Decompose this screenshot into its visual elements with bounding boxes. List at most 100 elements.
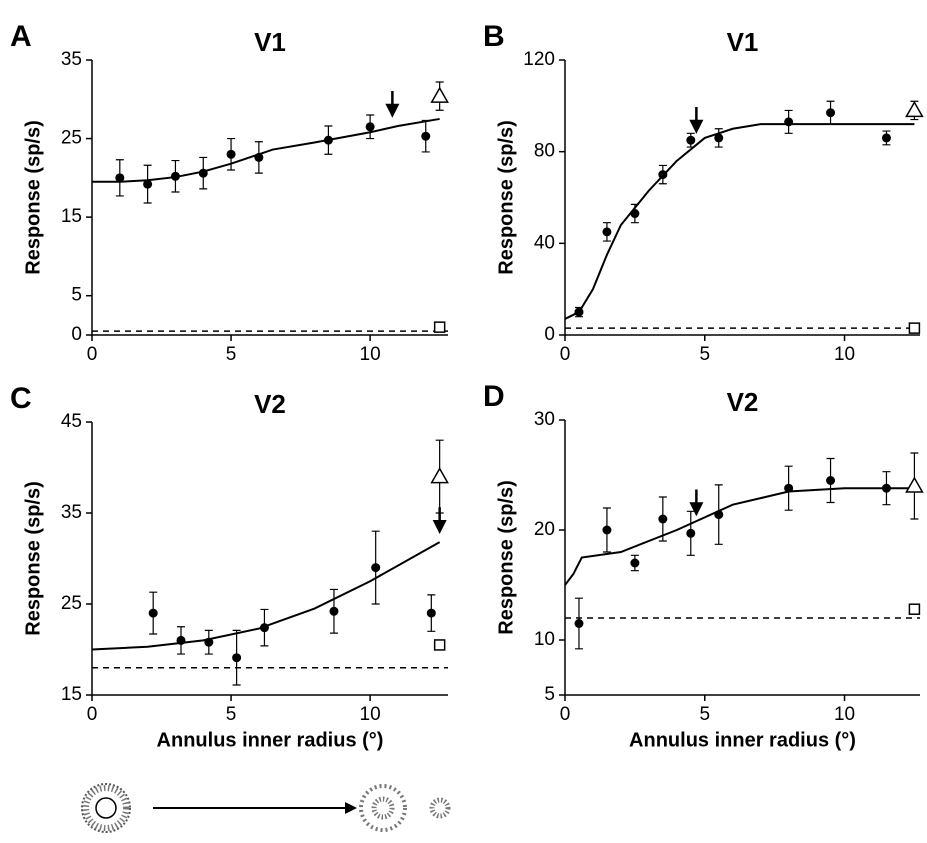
chart-title: V2 [727, 387, 759, 417]
data-point [686, 528, 696, 538]
data-point [686, 135, 696, 145]
chart-title: V1 [254, 27, 286, 57]
data-point [365, 122, 375, 132]
y-tick-label: 5 [71, 285, 82, 306]
data-point [658, 170, 668, 180]
data-point [826, 476, 836, 485]
data-point [714, 133, 724, 143]
data-point [226, 149, 236, 159]
data-point [204, 637, 214, 647]
y-axis-label: Response (sp/s) [495, 120, 517, 274]
data-point [198, 168, 208, 178]
data-point [148, 608, 158, 618]
y-tick-label: 0 [71, 324, 82, 345]
data-point [421, 131, 431, 141]
control-point [905, 100, 924, 118]
fit-curve [564, 123, 915, 320]
x-tick-label: 5 [699, 344, 710, 365]
y-tick-label: 15 [61, 206, 82, 227]
data-point [602, 525, 612, 535]
y-tick-label: 35 [61, 502, 82, 523]
data-point [115, 173, 125, 183]
y-tick-label: 25 [61, 128, 82, 149]
data-point [574, 619, 584, 628]
data-point [881, 483, 891, 493]
data-point [574, 307, 584, 317]
arrow [689, 107, 704, 134]
control-point [905, 476, 924, 493]
arrow [689, 489, 704, 517]
data-point [170, 171, 180, 181]
data-point [232, 653, 242, 663]
panel: B V1 Response (sp/s) 0 40 80 120 0 5 10 [483, 20, 924, 365]
data-point [329, 606, 339, 616]
x-tick-label: 10 [360, 704, 381, 725]
x-tick-label: 0 [87, 704, 98, 725]
y-tick-label: 80 [534, 141, 555, 162]
panel-letter: C [10, 382, 32, 415]
fit-curve [92, 117, 440, 183]
y-tick-label: 15 [61, 684, 82, 705]
data-point [371, 563, 381, 573]
y-tick-label: 40 [534, 232, 555, 253]
x-tick-label: 0 [560, 344, 571, 365]
y-tick-label: 35 [61, 49, 82, 70]
data-point [426, 608, 436, 618]
square-point [908, 322, 921, 334]
x-tick-label: 5 [699, 704, 710, 725]
square-point [908, 603, 921, 615]
y-axis-label: Response (sp/s) [22, 120, 44, 274]
y-tick-label: 20 [534, 519, 555, 540]
data-point [259, 623, 269, 633]
data-point [630, 209, 640, 219]
x-axis-label: Annulus inner radius (°) [157, 729, 384, 751]
square-point [433, 321, 446, 333]
panel-letter: B [483, 20, 505, 53]
y-tick-label: 30 [534, 409, 555, 430]
data-point [176, 635, 186, 645]
x-tick-label: 10 [360, 344, 381, 365]
data-point [784, 483, 794, 493]
y-tick-label: 0 [544, 324, 555, 345]
data-point [784, 117, 794, 127]
y-axis-label: Response (sp/s) [495, 480, 517, 634]
data-point [143, 179, 153, 189]
panel-letter: D [483, 380, 505, 413]
data-point [658, 514, 668, 524]
panel: D V2 Response (sp/s) Annulus inner radius (… [483, 380, 924, 751]
x-tick-label: 5 [226, 704, 237, 725]
data-point [630, 558, 640, 568]
y-tick-label: 120 [523, 49, 555, 70]
arrow [385, 91, 400, 118]
fit-curve [564, 487, 915, 586]
x-tick-label: 10 [834, 704, 855, 725]
y-axis-label: Response (sp/s) [22, 481, 44, 635]
panel-letter: A [10, 20, 32, 53]
data-point [881, 133, 891, 143]
data-point [602, 227, 612, 237]
control-point [430, 86, 449, 103]
x-axis-label: Annulus inner radius (°) [629, 729, 856, 751]
data-point [826, 108, 836, 118]
control-point [430, 467, 449, 484]
x-tick-label: 0 [87, 344, 98, 365]
x-tick-label: 10 [834, 344, 855, 365]
arrow [432, 507, 447, 534]
y-tick-label: 5 [544, 684, 555, 705]
panel: C V2 Response (sp/s) Annulus inner radius (… [10, 382, 449, 751]
square-point [433, 639, 446, 651]
y-tick-label: 25 [61, 593, 82, 614]
panel: A V1 Response (sp/s) 0 5 15 25 35 0 5 10 [10, 20, 449, 365]
stimulus-icons [81, 783, 451, 833]
chart-title: V2 [254, 389, 286, 419]
y-tick-label: 10 [534, 629, 555, 650]
data-point [254, 152, 264, 162]
chart-title: V1 [727, 27, 759, 57]
x-tick-label: 0 [560, 704, 571, 725]
data-point [323, 135, 333, 145]
y-tick-label: 45 [61, 411, 82, 432]
x-tick-label: 5 [226, 344, 237, 365]
fit-curve [91, 541, 441, 651]
data-point [714, 510, 724, 520]
